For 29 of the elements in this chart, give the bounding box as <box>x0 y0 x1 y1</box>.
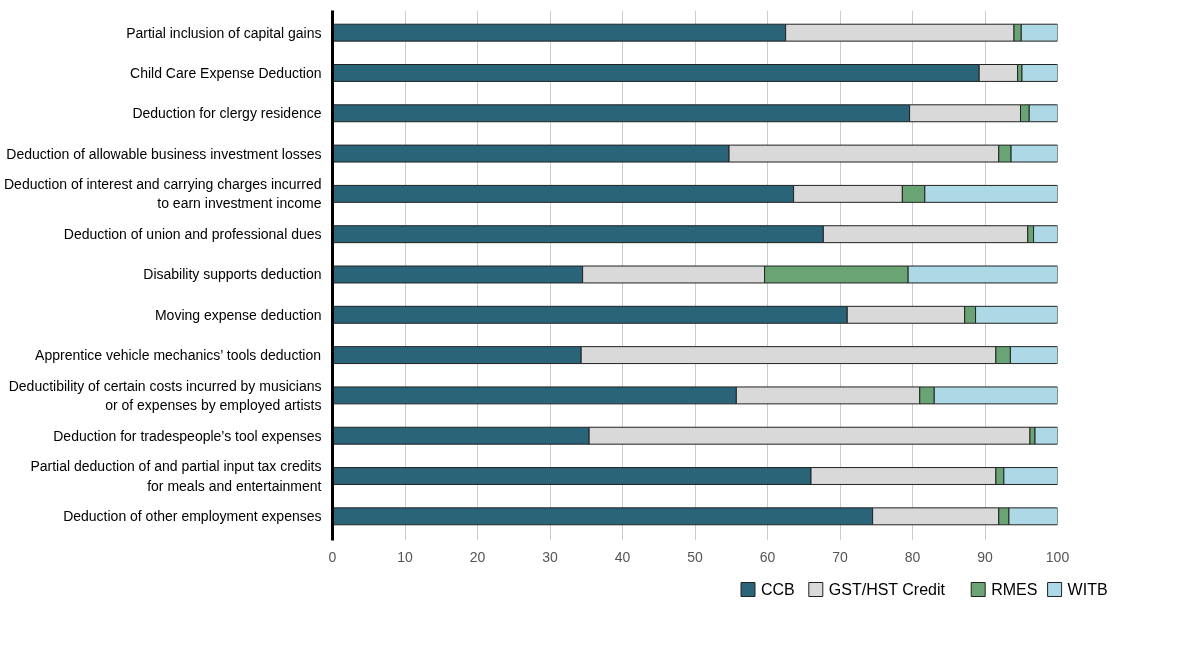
y-tick-label: Deduction of other employment expenses <box>63 508 322 525</box>
y-tick-label: Deduction of interest and carrying charges incurred to earn investment income <box>4 176 322 212</box>
y-tick-label: Disability supports deduction <box>143 266 322 283</box>
y-tick-label: Deduction of union and professional dues <box>63 226 322 243</box>
x-tick-label: 40 <box>614 548 631 565</box>
bar <box>1021 64 1058 82</box>
x-tick-label: 20 <box>469 548 486 565</box>
y-tick-label: Apprentice vehicle mechanics’ tools deduction <box>35 347 321 364</box>
x-tick-label: 50 <box>687 548 703 565</box>
x-tick-label: 60 <box>759 548 776 565</box>
legend-label: CCB <box>761 581 795 598</box>
x-tick-label: 30 <box>542 548 558 565</box>
x-tick-label: 80 <box>904 548 921 565</box>
y-tick-label: Child Care Expense Deduction <box>130 64 322 81</box>
x-tick-label: 100 <box>1045 548 1070 565</box>
y-tick-label: Moving expense deduction <box>154 306 322 323</box>
y-tick-label: Deductibility of certain costs incurred by musicians or of expenses by employed artists <box>8 377 322 413</box>
legend-label: GST/HST Credit <box>828 581 946 598</box>
y-tick-label: Deduction of allowable business investment losses <box>6 145 322 162</box>
x-tick-label: 0 <box>328 548 337 565</box>
y-tick-label: Partial inclusion of capital gains <box>126 24 322 41</box>
y-tick-label: Deduction for tradespeople’s tool expenses <box>53 427 322 444</box>
y-tick-label: Deduction for clergy residence <box>132 105 322 122</box>
legend-label: WITB <box>1067 581 1108 598</box>
y-tick-label: Partial deduction of and partial input tax credits for meals and entertainment <box>30 458 322 494</box>
x-tick-label: 90 <box>977 548 993 565</box>
x-tick-label: 70 <box>832 548 848 565</box>
x-tick-label: 10 <box>397 548 413 565</box>
legend-label: RMES <box>991 581 1038 598</box>
